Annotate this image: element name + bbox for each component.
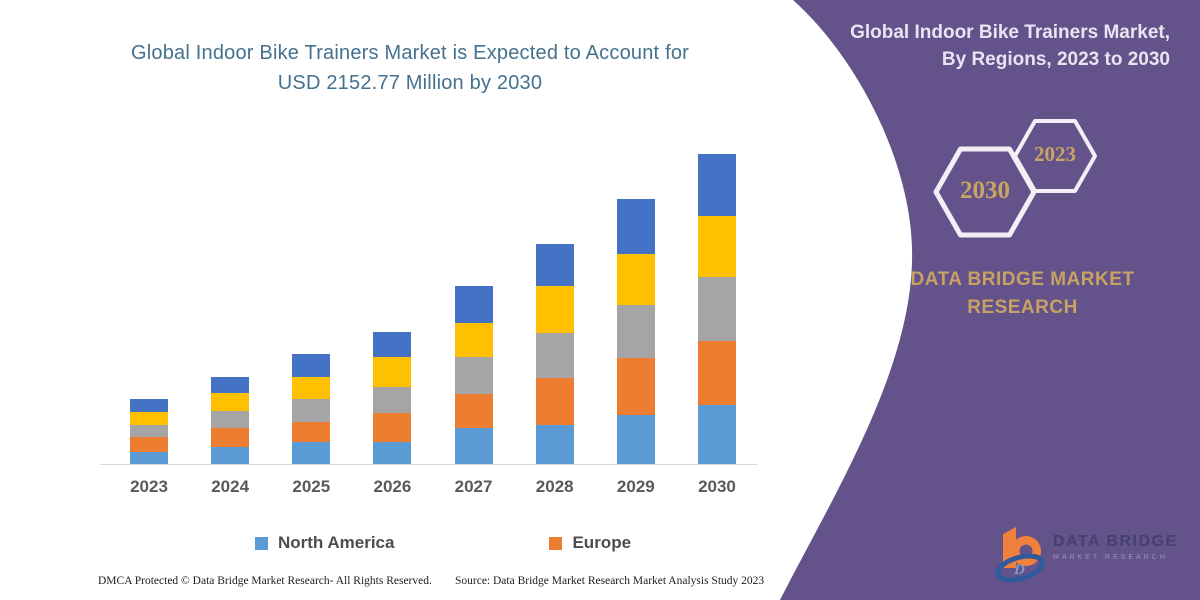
bar-segment [697, 277, 736, 341]
dbmr-logo-monogram: D [1013, 562, 1025, 578]
chart-legend: North America Europe [43, 533, 843, 553]
dbmr-logo-icon: D [995, 527, 1045, 582]
side-panel-background [780, 0, 1200, 600]
bar-2025 [292, 140, 331, 464]
bar-2024 [211, 140, 250, 464]
bar-segment [130, 452, 168, 464]
bar-segment [454, 323, 493, 357]
bar-segment [535, 286, 574, 333]
bar-segment [535, 333, 574, 378]
brand-text: DATA BRIDGE MARKET RESEARCH [880, 266, 1165, 321]
bar-segment [697, 154, 736, 216]
dmca-notice: DMCA Protected © Data Bridge Market Rese… [98, 575, 432, 587]
dbmr-logo-line2: MARKET RESEARCH [1053, 554, 1168, 561]
source-note: Source: Data Bridge Market Research Mark… [455, 575, 765, 587]
bar-2023 [130, 140, 168, 464]
x-label-2026: 2026 [373, 477, 412, 496]
x-label-2024: 2024 [211, 477, 250, 496]
side-panel-heading: Global Indoor Bike Trainers Market, By R… [840, 20, 1170, 73]
bar-segment [211, 428, 250, 447]
hexagon-label-2023: 2023 [1034, 142, 1076, 166]
side-panel-heading-line2: By Regions, 2023 to 2030 [941, 48, 1170, 70]
bar-segment [292, 354, 331, 377]
bar-segment [616, 254, 655, 305]
bar-segment [454, 394, 493, 428]
x-label-2028: 2028 [535, 477, 574, 496]
x-label-2025: 2025 [292, 477, 331, 496]
bar-segment [373, 442, 412, 464]
dbmr-logo-line1: DATA BRIDGE [1053, 533, 1178, 550]
bar-chart-plot-area [130, 140, 736, 464]
bar-segment [373, 332, 412, 357]
x-axis-line [100, 464, 757, 465]
bar-segment [616, 305, 655, 358]
legend-label: North America [277, 533, 395, 552]
bar-segment [697, 341, 736, 405]
legend-label: Europe [572, 533, 632, 552]
bar-segment [130, 425, 168, 437]
bar-segment [292, 442, 331, 464]
bar-segment [454, 286, 493, 323]
bar-segment [211, 447, 250, 464]
legend-item: Europe [549, 533, 631, 553]
bar-segment [211, 377, 250, 393]
bar-segment [616, 199, 655, 254]
bar-segment [454, 357, 493, 394]
x-label-2023: 2023 [130, 477, 168, 496]
chart-title-line1: Global Indoor Bike Trainers Market is Ex… [130, 42, 690, 64]
hexagon-label-2030: 2030 [960, 177, 1010, 204]
brand-text-line1: DATA BRIDGE MARKET [910, 269, 1135, 290]
side-panel-heading-line1: Global Indoor Bike Trainers Market, [850, 22, 1170, 43]
bar-segment [535, 425, 574, 464]
bar-segment [697, 216, 736, 277]
bar-segment [373, 357, 412, 387]
bar-segment [535, 244, 574, 286]
bar-segment [130, 437, 168, 452]
bar-2027 [454, 140, 493, 464]
hexagon-2030 [933, 146, 1037, 238]
x-axis-labels: 2023 2024 2025 2026 2027 2028 2029 2030 [130, 477, 736, 497]
bar-segment [697, 405, 736, 464]
x-label-2027: 2027 [454, 477, 493, 496]
bar-segment [130, 412, 168, 425]
bar-segment [211, 411, 250, 428]
dbmr-logo: D DATA BRIDGE MARKET RESEARCH [995, 520, 1185, 592]
legend-marker-icon [254, 536, 268, 550]
brand-text-line2: RESEARCH [967, 296, 1078, 318]
legend-marker-icon [549, 536, 563, 550]
bar-segment [130, 399, 168, 412]
bar-2029 [616, 140, 655, 464]
bar-segment [211, 393, 250, 411]
bar-segment [373, 387, 412, 413]
bar-2028 [535, 140, 574, 464]
bar-2030 [697, 140, 736, 464]
side-panel-graphic [780, 0, 1200, 600]
bar-segment [616, 415, 655, 464]
bar-segment [292, 377, 331, 399]
bar-segment [292, 399, 331, 422]
x-label-2029: 2029 [616, 477, 655, 496]
bar-segment [292, 422, 331, 442]
bar-segment [616, 358, 655, 415]
bar-segment [535, 378, 574, 425]
legend-item: North America [254, 533, 395, 553]
dbmr-logo-text: DATA BRIDGE MARKET RESEARCH [1053, 533, 1178, 561]
bar-2026 [373, 140, 412, 464]
bar-segment [454, 428, 493, 464]
chart-title-line2: USD 2152.77 Million by 2030 [277, 72, 543, 94]
x-label-2030: 2030 [698, 477, 736, 496]
chart-title: Global Indoor Bike Trainers Market is Ex… [60, 38, 760, 98]
bar-segment [373, 413, 412, 442]
